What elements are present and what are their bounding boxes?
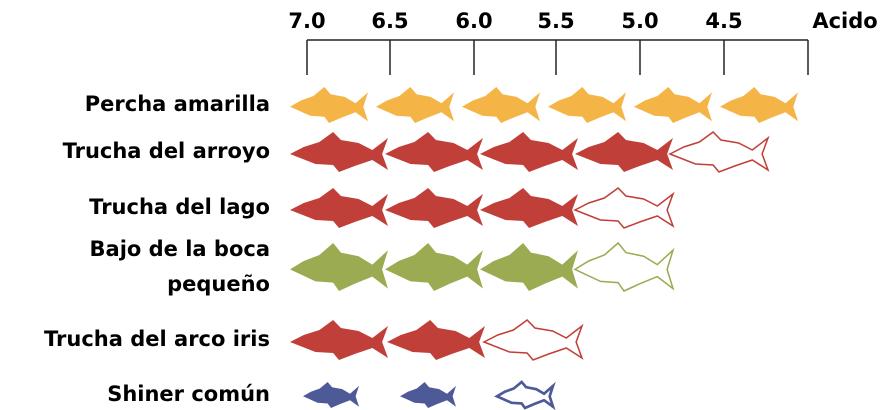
fish-icon [290, 243, 388, 291]
fish-icon [290, 320, 388, 360]
fish-icon [634, 87, 712, 123]
fish-icon [385, 243, 483, 291]
fish-icon [290, 188, 388, 228]
fish-icon [400, 382, 456, 408]
fish-icon [480, 243, 578, 291]
species-label: Trucha del arco iris [44, 327, 270, 351]
fish-outline-icon [484, 320, 582, 360]
axis-tick-label: 5.0 [621, 9, 658, 33]
fish-outline-icon [670, 132, 768, 172]
fish-icon [290, 87, 368, 123]
species-label: Bajo de la boca [90, 237, 270, 261]
fish-outline-icon [497, 382, 553, 408]
species-label: pequeño [167, 272, 270, 296]
axis-tick-label: Acido [812, 9, 877, 33]
axis-tick-label: 6.0 [455, 9, 492, 33]
fish-icon [575, 132, 673, 172]
fish-icon [385, 188, 483, 228]
species-label: Trucha del arroyo [63, 139, 270, 163]
axis-tick-label: 7.0 [288, 9, 325, 33]
fish-icon [480, 132, 578, 172]
fish-outline-icon [575, 243, 673, 291]
species-label: Shiner común [107, 382, 270, 406]
fish-outline-icon [575, 188, 673, 228]
fish-icon [462, 87, 540, 123]
axis-tick-label: 4.5 [705, 9, 742, 33]
species-label: Percha amarilla [85, 92, 270, 116]
fish-icon [387, 320, 485, 360]
fish-icon [385, 132, 483, 172]
fish-icon [376, 87, 454, 123]
fish-icon [290, 132, 388, 172]
fish-icon [303, 382, 359, 408]
axis-tick-label: 6.5 [371, 9, 408, 33]
fish-icon [548, 87, 626, 123]
fish-icon [480, 188, 578, 228]
axis-tick-label: 5.5 [537, 9, 574, 33]
species-label: Trucha del lago [89, 195, 270, 219]
fish-icon [720, 87, 798, 123]
